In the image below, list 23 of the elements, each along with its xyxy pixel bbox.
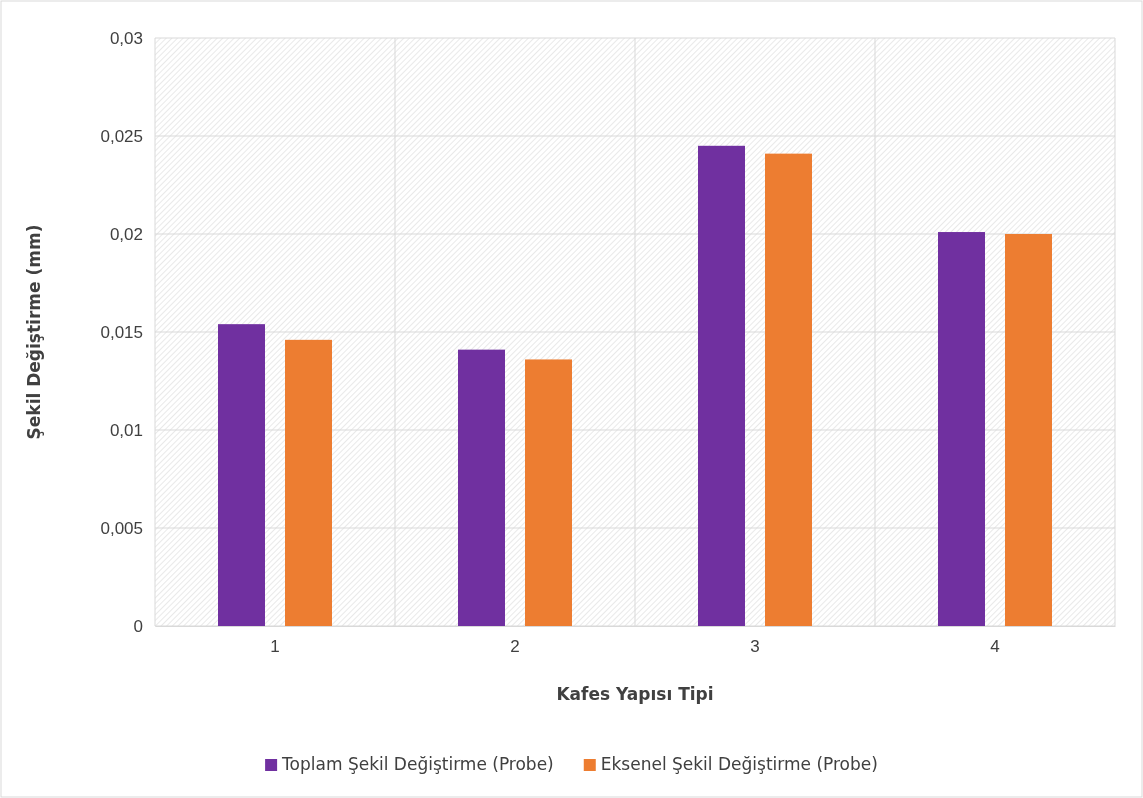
bar (285, 339, 332, 626)
y-tick-label: 0,02 (109, 224, 143, 244)
x-tick-label: 3 (750, 637, 760, 657)
x-tick-label: 2 (510, 637, 520, 657)
bar (218, 324, 265, 626)
x-axis-title: Kafes Yapısı Tipi (556, 684, 714, 704)
bar (1005, 234, 1052, 626)
x-tick-label: 1 (270, 637, 280, 657)
y-tick-label: 0,025 (100, 126, 143, 146)
bar (525, 359, 572, 626)
y-tick-label: 0,03 (109, 28, 143, 48)
y-tick-label: 0,01 (109, 420, 143, 440)
bar (698, 145, 745, 626)
legend-label: Eksenel Şekil Değiştirme (Probe) (600, 754, 878, 774)
y-axis-title: Şekil Değiştirme (mm) (24, 224, 44, 440)
y-tick-label: 0 (133, 616, 143, 636)
bar (938, 232, 985, 626)
bar (765, 153, 812, 626)
x-tick-label: 4 (990, 637, 1000, 657)
legend-label: Toplam Şekil Değiştirme (Probe) (281, 754, 554, 774)
bar (458, 349, 505, 626)
y-tick-label: 0,005 (100, 518, 143, 538)
y-tick-label: 0,015 (100, 322, 143, 342)
